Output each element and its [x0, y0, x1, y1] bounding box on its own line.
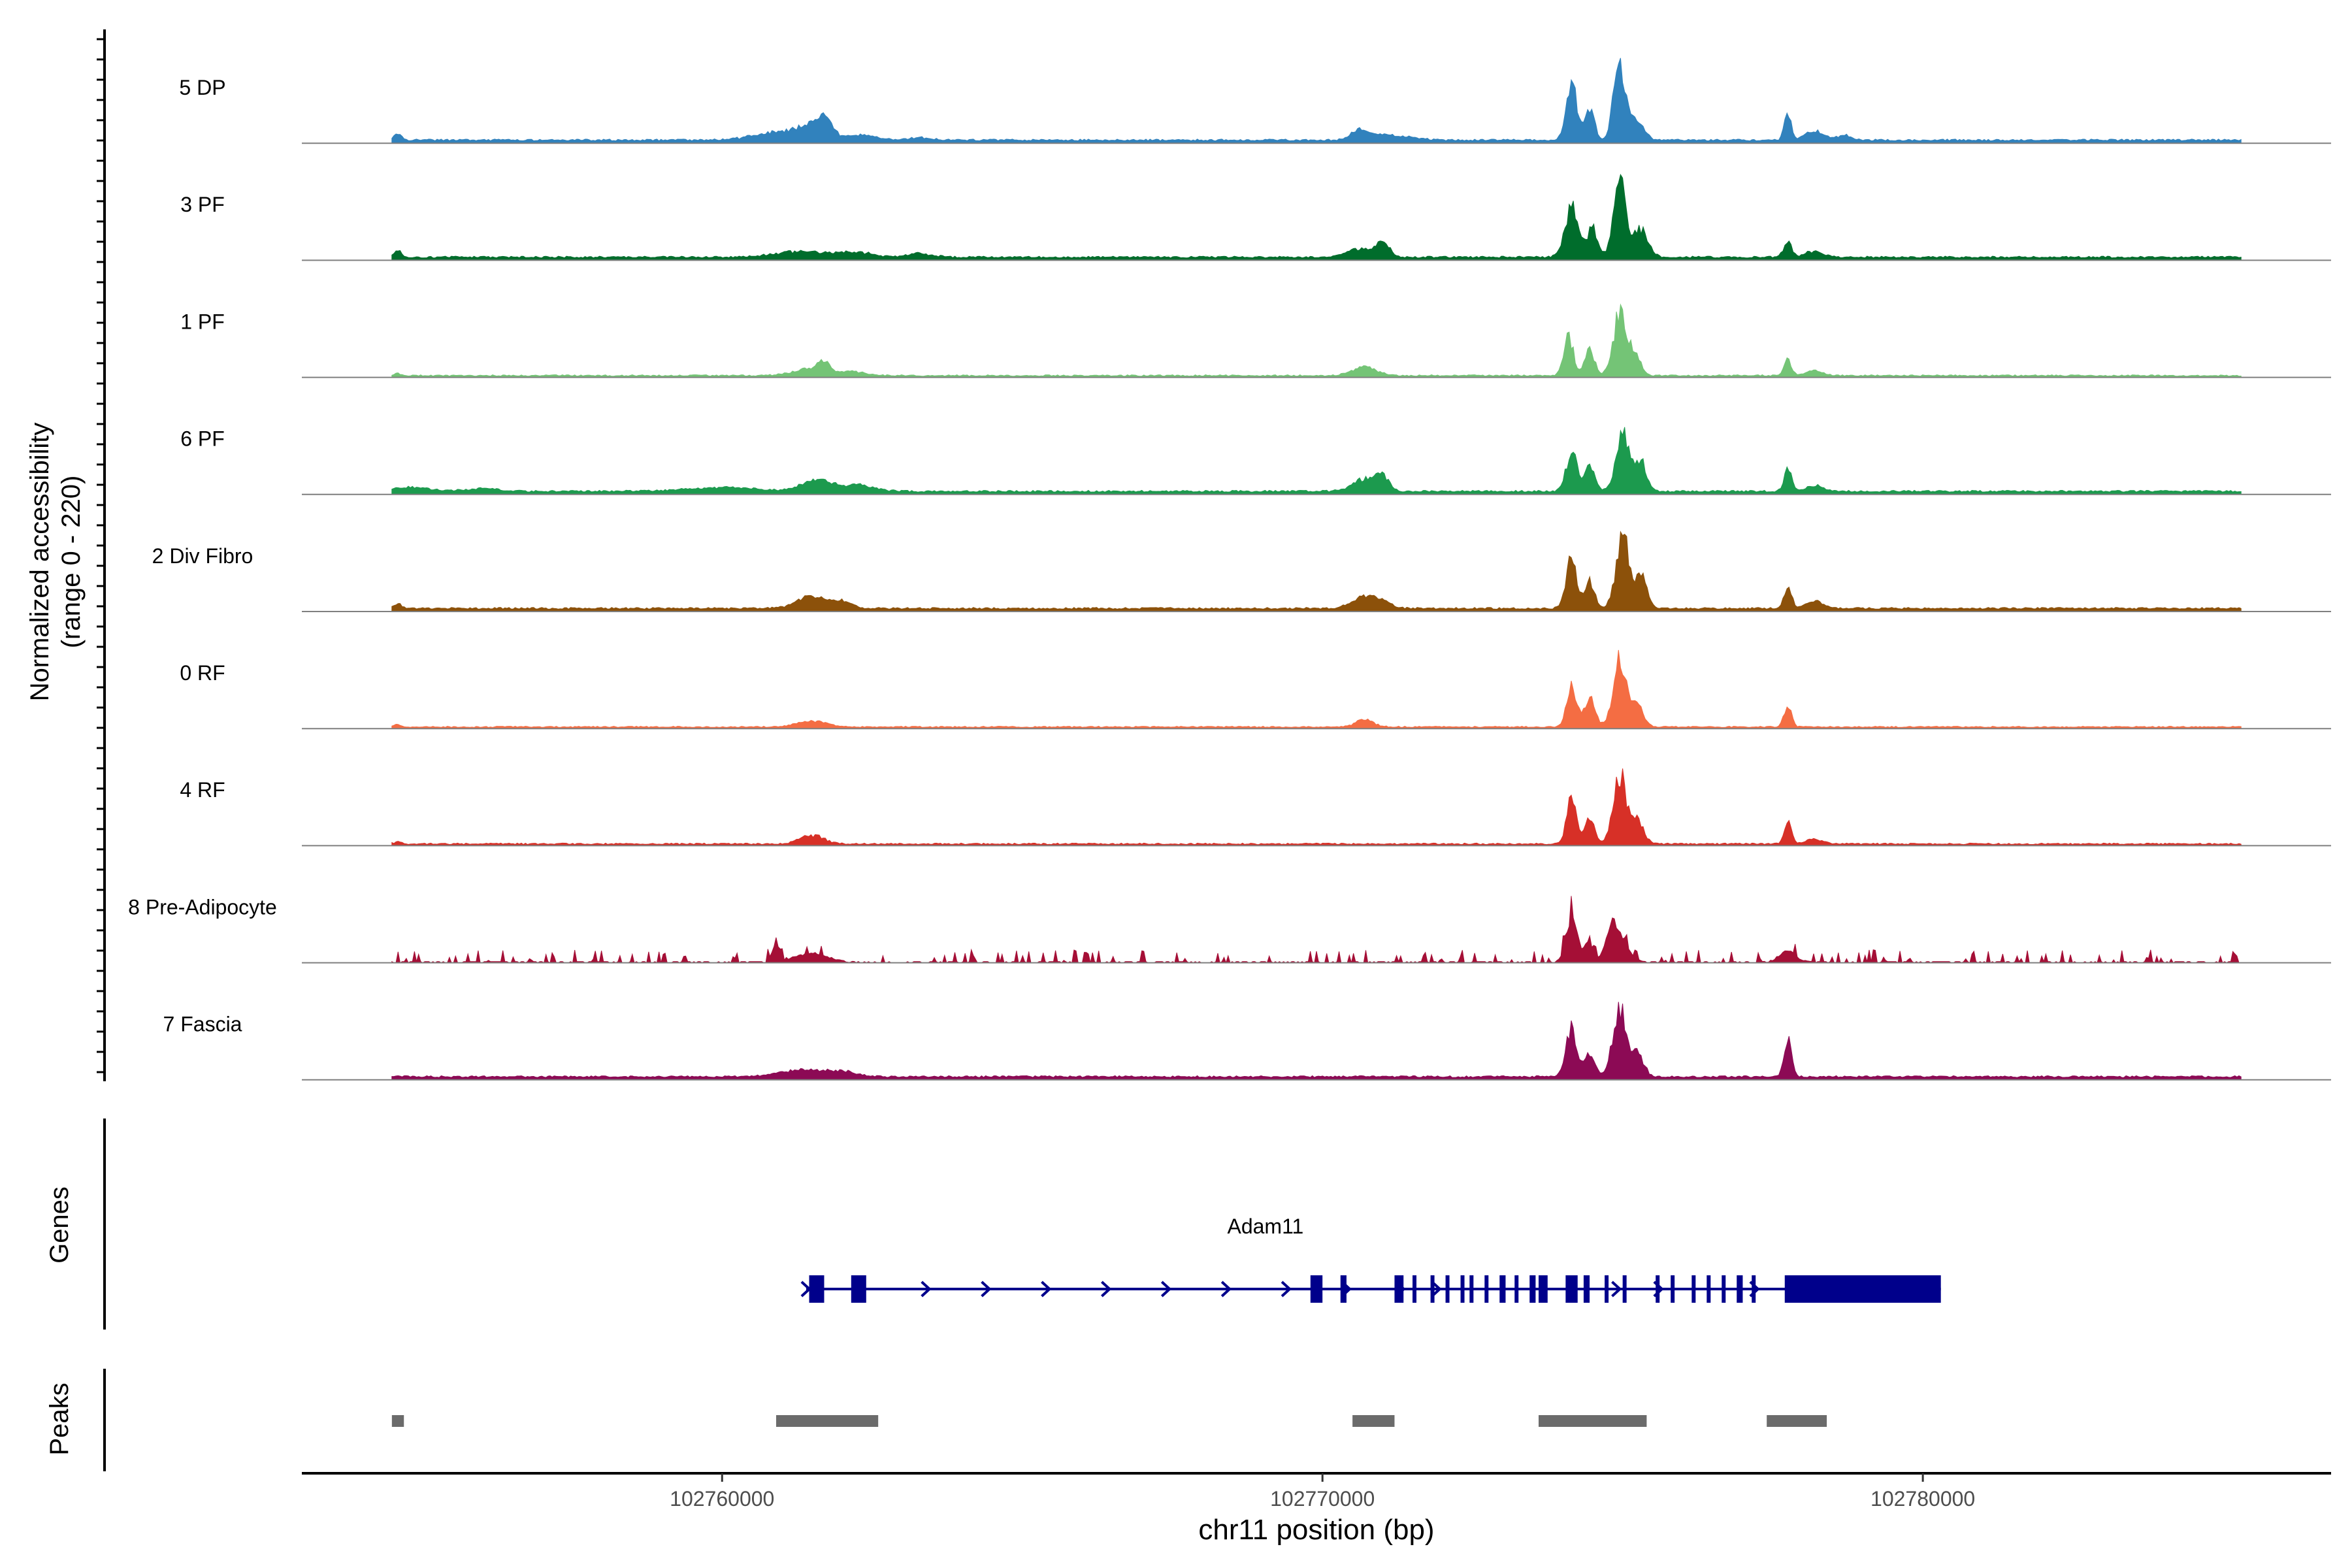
gene-exon — [1484, 1275, 1489, 1303]
y-axis-ticks — [97, 38, 105, 1073]
gene-exon — [1671, 1275, 1675, 1303]
peak-region — [1539, 1415, 1647, 1427]
strand-arrow — [1220, 1281, 1232, 1298]
gene-exon — [851, 1275, 866, 1303]
x-axis-label: chr11 position (bp) — [1198, 1514, 1434, 1546]
gene-exon — [1340, 1275, 1347, 1303]
y-axis-label-range: (range 0 - 220) — [57, 476, 86, 649]
strand-arrow — [1611, 1281, 1622, 1298]
gene-exon — [1310, 1275, 1323, 1303]
gene-exon — [1565, 1275, 1578, 1303]
strand-arrow — [800, 1281, 811, 1298]
gene-exon — [1583, 1275, 1590, 1303]
track-3-pf: 3 PF — [180, 174, 2331, 261]
gene-exon — [1413, 1275, 1417, 1303]
gene-exon — [1752, 1275, 1756, 1303]
track-7-fascia: 7 Fascia — [163, 1002, 2331, 1081]
coverage-area — [391, 531, 2242, 612]
track-8-pre-adipocyte: 8 Pre-Adipocyte — [128, 895, 2331, 964]
coverage-area — [391, 768, 2242, 846]
peak-region — [1352, 1415, 1395, 1427]
gene-exon — [1656, 1275, 1660, 1303]
x-tick-label: 102770000 — [1270, 1487, 1375, 1511]
genes-track-label: Genes — [45, 1186, 74, 1264]
x-tick-label: 102780000 — [1870, 1487, 1975, 1511]
strand-arrow — [981, 1281, 992, 1298]
coverage-area — [391, 896, 2242, 964]
track-label: 5 DP — [179, 76, 225, 99]
peaks-track-label: Peaks — [45, 1382, 74, 1455]
gene-exon — [1539, 1275, 1548, 1303]
gene-exon — [1622, 1275, 1627, 1303]
track-label: 1 PF — [180, 310, 225, 333]
gene-exon — [1784, 1275, 1941, 1303]
strand-arrow — [1281, 1281, 1292, 1298]
gene-exon — [1529, 1275, 1536, 1303]
strand-arrow — [1653, 1281, 1664, 1298]
gene-exon — [1499, 1275, 1506, 1303]
strand-arrow — [1431, 1281, 1442, 1298]
track-label: 2 Div Fibro — [152, 544, 253, 568]
x-axis-ticks: 102760000 102770000 102780000 — [670, 1473, 1975, 1511]
track-0-rf: 0 RF — [180, 649, 2331, 730]
track-label: 6 PF — [180, 427, 225, 451]
gene-exon — [1514, 1275, 1519, 1303]
gene-exon — [1460, 1275, 1465, 1303]
peak-track — [391, 1415, 1827, 1427]
coverage-area — [391, 427, 2242, 495]
gene-exon — [1737, 1275, 1743, 1303]
track-label: 0 RF — [180, 661, 225, 685]
peak-region — [1767, 1415, 1827, 1427]
coverage-area — [391, 174, 2242, 261]
x-tick-label: 102760000 — [670, 1487, 774, 1511]
gene-exon — [1722, 1275, 1726, 1303]
gene-exon — [1605, 1275, 1609, 1303]
gene-exon — [1707, 1275, 1711, 1303]
gene-exon — [1430, 1275, 1435, 1303]
peak-region — [391, 1415, 404, 1427]
gene-exon — [1691, 1275, 1696, 1303]
track-6-pf: 6 PF — [180, 427, 2331, 495]
y-axis-label: Normalized accessibility — [25, 423, 54, 702]
strand-arrow — [921, 1281, 932, 1298]
track-label: 8 Pre-Adipocyte — [128, 895, 277, 919]
track-4-rf: 4 RF — [180, 768, 2331, 847]
strand-arrow — [1160, 1281, 1172, 1298]
strand-arrow — [1101, 1281, 1112, 1298]
coverage-area — [391, 57, 2242, 144]
track-label: 4 RF — [180, 778, 225, 802]
coverage-area — [391, 1002, 2242, 1081]
track-label: 3 PF — [180, 193, 225, 216]
gene-model: Adam11 — [800, 1215, 1941, 1303]
coverage-area — [391, 649, 2242, 729]
coverage-area — [391, 303, 2242, 378]
track-1-pf: 1 PF — [180, 303, 2331, 378]
strand-arrow — [1395, 1281, 1406, 1298]
peak-region — [776, 1415, 879, 1427]
track-2-div-fibro: 2 Div Fibro — [152, 531, 2331, 612]
track-label: 7 Fascia — [163, 1013, 242, 1036]
gene-exon — [809, 1275, 825, 1303]
track-5-dp: 5 DP — [179, 57, 2331, 144]
accessibility-tracks: 5 DP 3 PF 1 PF 6 PF 2 Div Fibro 0 RF 4 RF 8 Pre… — [128, 57, 2331, 1081]
strand-arrow — [1041, 1281, 1052, 1298]
gene-exon — [1469, 1275, 1474, 1303]
gene-name-label: Adam11 — [1227, 1215, 1303, 1238]
gene-exon — [1445, 1275, 1450, 1303]
strand-arrow — [1341, 1281, 1352, 1298]
strand-arrow — [1749, 1281, 1760, 1298]
